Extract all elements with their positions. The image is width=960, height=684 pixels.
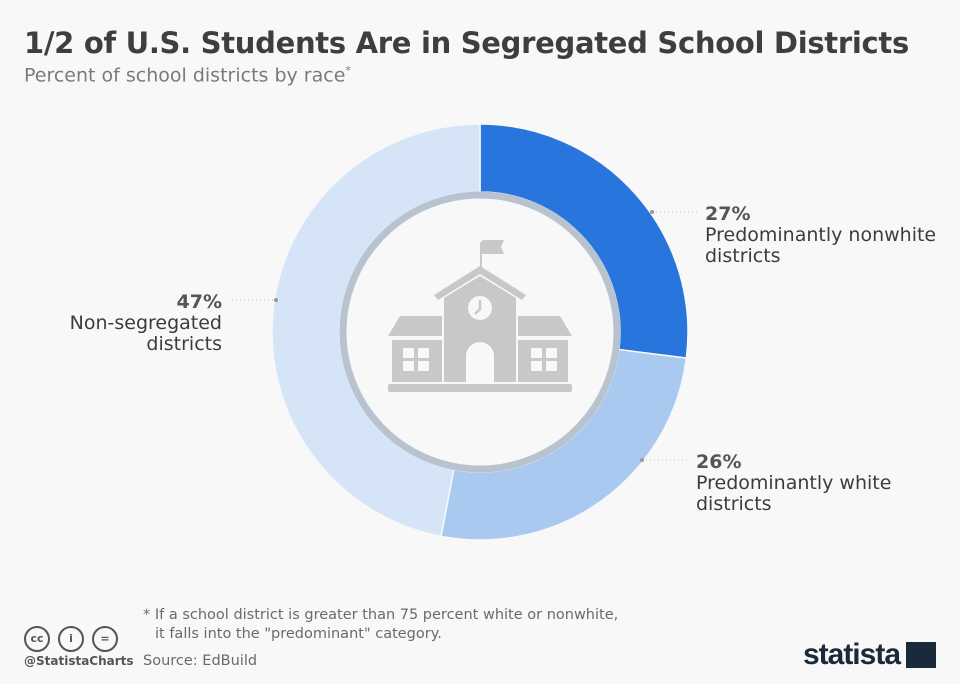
subtitle-asterisk: * bbox=[345, 64, 351, 77]
category-label: Non-segregated districts bbox=[69, 312, 222, 355]
value-label: 26% bbox=[696, 451, 742, 473]
category-label: Predominantly white districts bbox=[696, 472, 892, 515]
category-label: Predominantly nonwhite districts bbox=[705, 224, 937, 267]
cc-icon: cc bbox=[24, 626, 50, 652]
statista-logo[interactable]: statista bbox=[802, 638, 901, 671]
leader-lines bbox=[232, 211, 700, 461]
subtitle-text: Percent of school districts by race bbox=[24, 64, 346, 87]
statista-logo-mark bbox=[906, 642, 936, 668]
twitter-handle[interactable]: @StatistaCharts bbox=[24, 654, 134, 668]
label-nonsegregated: 47% Non-segregated districts bbox=[40, 292, 222, 355]
inner-ring bbox=[339, 191, 621, 473]
noderivs-icon: = bbox=[92, 626, 118, 652]
label-white: 26% Predominantly white districts bbox=[696, 452, 916, 515]
attribution-icon: i bbox=[58, 626, 84, 652]
source: Source: EdBuild bbox=[143, 653, 258, 669]
footnote-line2: it falls into the "predominant" category… bbox=[155, 626, 442, 642]
chart-title: 1/2 of U.S. Students Are in Segregated S… bbox=[24, 26, 909, 60]
label-nonwhite: 27% Predominantly nonwhite districts bbox=[705, 204, 945, 267]
school-building-icon bbox=[388, 240, 572, 392]
value-label: 27% bbox=[705, 203, 751, 225]
chart-subtitle: Percent of school districts by race* bbox=[24, 64, 351, 86]
footnote-line1: * If a school district is greater than 7… bbox=[143, 607, 619, 623]
value-label: 47% bbox=[176, 291, 222, 313]
